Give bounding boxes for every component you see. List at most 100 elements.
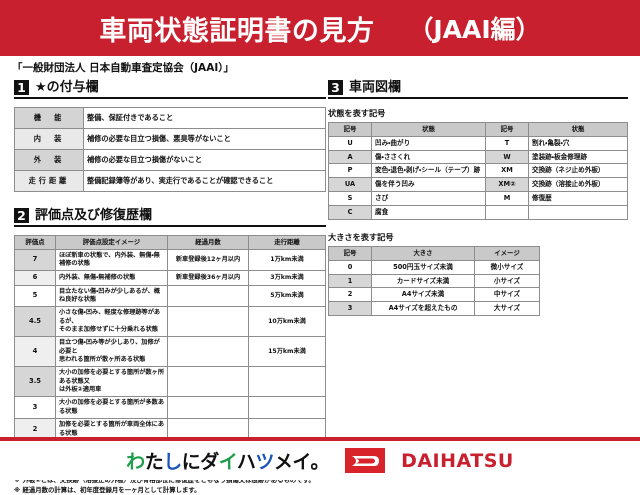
- rating-value: 4: [14, 336, 56, 368]
- rating-months: 新車登録後36ヶ月以内: [167, 270, 249, 286]
- size-symbols-label: 大きさを表す記号: [328, 231, 394, 242]
- section-1-number: 1: [14, 80, 29, 95]
- rating-value: 6: [14, 270, 56, 286]
- condition-symbol: [485, 205, 529, 220]
- left-column: 1 ★の付与欄 機 能 整備、保証付きであること 内 装 補修の必要な目立つ損傷…: [14, 80, 326, 495]
- condition-desc: 修復歴: [528, 191, 628, 207]
- condition-desc: 塗装跡・板金修理跡: [528, 149, 628, 165]
- brand-slogan: わたしにダイハツメイ。: [126, 447, 329, 474]
- star-row-key: 機 能: [14, 107, 84, 129]
- table-header-row: 記号 大きさ イメージ: [328, 245, 540, 261]
- condition-table-head: 記号 状態 記号 状態: [328, 122, 628, 137]
- col-header-condition-right: 状態: [528, 122, 628, 137]
- star-grant-body: 機 能 整備、保証付きであること 内 装 補修の必要な目立つ損傷、悪臭等がないこ…: [14, 107, 326, 192]
- condition-symbol: XM②: [485, 177, 529, 193]
- size-image: 小サイズ: [474, 273, 540, 289]
- condition-symbol-table: 記号 状態 記号 状態 U 凹み・曲がり T 割れ・亀裂・穴 A 傷・ささくれ …: [328, 122, 628, 220]
- rating-image: 目立つ傷・凹み等が少しあり、加修が必要と 思われる箇所が散ヶ所ある状態: [55, 336, 168, 368]
- condition-table-body: U 凹み・曲がり T 割れ・亀裂・穴 A 傷・ささくれ W 塗装跡・板金修理跡 …: [328, 135, 628, 220]
- table-header-row: 記号 状態 記号 状態: [328, 122, 628, 137]
- condition-desc: さび: [371, 191, 486, 207]
- rating-value: 3.5: [14, 366, 56, 398]
- col-header-condition-left: 状態: [371, 122, 486, 137]
- rating-mileage: [248, 366, 326, 398]
- condition-symbols-label: 状態を表す記号: [328, 108, 386, 118]
- col-header-rate: 評価点: [14, 235, 56, 250]
- condition-symbol: T: [485, 135, 529, 151]
- slogan-char: わ: [126, 451, 145, 473]
- rating-image: 大小の加修を必要とする箇所が多数ある状態: [55, 396, 168, 420]
- rating-value: 7: [14, 248, 56, 272]
- star-row-desc: 整備、保証付きであること: [83, 107, 326, 129]
- size-image: 微小サイズ: [474, 259, 540, 275]
- rating-mileage: [248, 396, 326, 420]
- table-row: 3 A4サイズを超えたもの 大サイズ: [328, 301, 540, 317]
- col-header-size-symbol: 記号: [328, 245, 372, 261]
- association-name: 「一般財団法人 日本自動車査定協会（JAAI）」: [12, 62, 234, 74]
- size-symbol: 3: [328, 301, 372, 317]
- size-range: カードサイズ未満: [371, 273, 475, 289]
- rating-value: 5: [14, 284, 56, 308]
- star-row-key: 走行距離: [14, 170, 84, 192]
- col-header-size-image: イメージ: [474, 245, 540, 261]
- slogan-char: メ: [273, 451, 293, 473]
- slogan-char: イ: [292, 451, 311, 473]
- condition-desc: 腐食: [371, 205, 486, 220]
- size-image: 大サイズ: [474, 301, 540, 317]
- table-row: P 変色・退色・剥げ・シール（テープ）跡 XM 交換跡（ネジ止め外板）: [328, 163, 628, 179]
- table-row: C 腐食: [328, 205, 628, 220]
- table-row: 5 目立たない傷・凹みが少しあるが、概ね良好な状態 5万km未満: [14, 284, 326, 308]
- footnote-2: ※ 経過月数の計算は、初年度登録月を一ヶ月として計算します。: [14, 485, 201, 494]
- section-3-title: 車両図欄: [349, 80, 402, 95]
- slogan-char: に: [181, 451, 201, 473]
- col-header-mileage: 走行距離: [248, 235, 326, 250]
- section-2-header: 2 評価点及び修復歴欄: [14, 208, 326, 227]
- rating-months: [167, 306, 249, 338]
- brand-footer: わたしにダイハツメイ。 DAIHATSU: [0, 441, 640, 480]
- size-image: 中サイズ: [474, 287, 540, 303]
- condition-symbol: S: [328, 191, 372, 207]
- star-grant-table: 機 能 整備、保証付きであること 内 装 補修の必要な目立つ損傷、悪臭等がないこ…: [14, 107, 326, 192]
- condition-desc: [528, 205, 628, 220]
- col-header-symbol-right: 記号: [485, 122, 529, 137]
- size-symbol: 0: [328, 259, 372, 275]
- table-row: 0 500円玉サイズ未満 微小サイズ: [328, 259, 540, 275]
- page-title-edition: （JAAI編）: [408, 15, 541, 44]
- rating-months: 新車登録後12ヶ月以内: [167, 248, 249, 272]
- rating-value: 3: [14, 396, 56, 420]
- condition-symbol: W: [485, 149, 529, 165]
- section-1-header: 1 ★の付与欄: [14, 80, 326, 99]
- rating-image: 目立たない傷・凹みが少しあるが、概ね良好な状態: [55, 284, 168, 308]
- table-row: 外 装 補修の必要な目立つ損傷がないこと: [14, 149, 326, 171]
- table-row: 2 A4サイズ未満 中サイズ: [328, 287, 540, 303]
- condition-desc: 交換跡（溶接止め外板）: [528, 177, 628, 193]
- size-range: 500円玉サイズ未満: [371, 259, 475, 275]
- size-table-head: 記号 大きさ イメージ: [328, 245, 540, 261]
- table-row: 6 内外装、無傷・無補修の状態 新車登録後36ヶ月以内 3万km未満: [14, 270, 326, 286]
- star-row-key: 内 装: [14, 128, 84, 150]
- rating-months: [167, 396, 249, 420]
- section-1-title: ★の付与欄: [35, 80, 99, 95]
- slogan-char: 。: [310, 451, 330, 473]
- slogan-char: ダ: [200, 451, 219, 473]
- table-row: 4.5 小さな傷・凹み、軽度な修理跡等があるが、 そのまま加修せずに十分乗れる状…: [14, 306, 326, 338]
- rating-image: 内外装、無傷・無補修の状態: [55, 270, 168, 286]
- daihatsu-logo-icon: [345, 448, 386, 473]
- condition-symbol: P: [328, 163, 372, 179]
- condition-symbol: UA: [328, 177, 372, 193]
- page-title: 車両状態証明書の見方: [99, 15, 375, 47]
- condition-desc: 変色・退色・剥げ・シール（テープ）跡: [371, 163, 486, 179]
- table-row: 1 カードサイズ未満 小サイズ: [328, 273, 540, 289]
- size-table-body: 0 500円玉サイズ未満 微小サイズ 1 カードサイズ未満 小サイズ 2 A4サ…: [328, 259, 540, 317]
- table-row: 3 大小の加修を必要とする箇所が多数ある状態: [14, 396, 326, 420]
- rating-mileage: 5万km未満: [248, 284, 326, 308]
- condition-symbol: XM: [485, 163, 529, 179]
- rating-mileage: 3万km未満: [248, 270, 326, 286]
- section-3-number: 3: [328, 80, 343, 95]
- footer-divider: [0, 437, 640, 441]
- table-row: A 傷・ささくれ W 塗装跡・板金修理跡: [328, 149, 628, 165]
- condition-desc: 割れ・亀裂・穴: [528, 135, 628, 151]
- col-header-symbol-left: 記号: [328, 122, 372, 137]
- rating-table-head: 評価点 評価点設定イメージ 経過月数 走行距離: [14, 235, 326, 250]
